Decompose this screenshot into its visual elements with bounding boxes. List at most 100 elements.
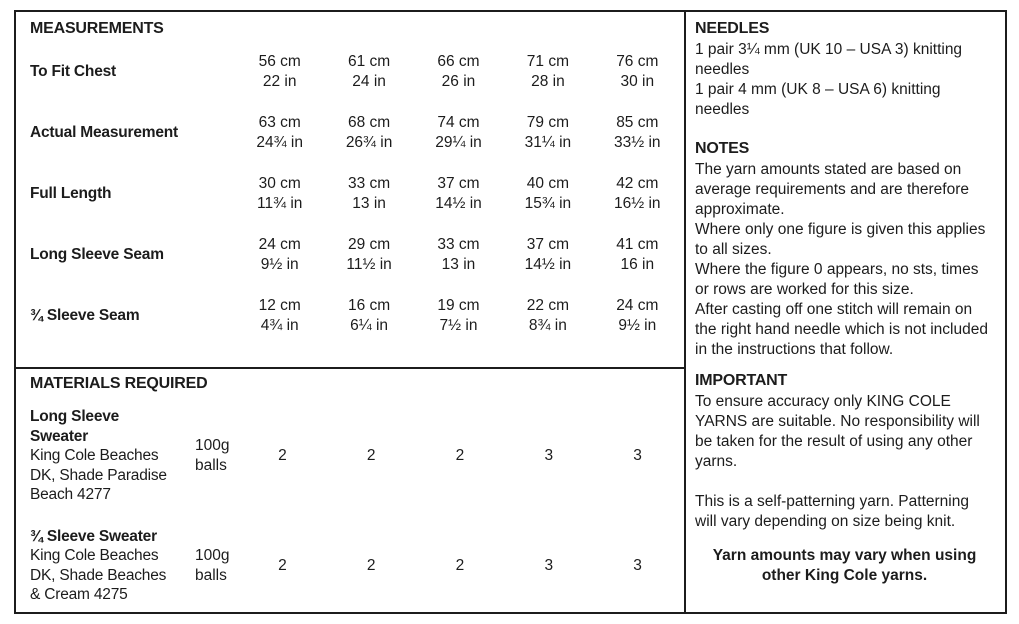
size-value: 33 cm 13 in <box>324 174 413 214</box>
row-label: Full Length <box>30 185 112 202</box>
value-in: 15¾ in <box>524 195 572 212</box>
size-value: 24 cm 9½ in <box>235 235 324 275</box>
value-in: 13 in <box>352 195 386 212</box>
value-cm: 12 cm <box>258 297 301 314</box>
notes-section: The yarn amounts stated are based on ave… <box>695 160 994 360</box>
material-name-desc: King Cole Beaches DK, Shade Beaches & Cr… <box>30 547 167 603</box>
needles-section: 1 pair 3¼ mm (UK 10 – USA 3) knitting ne… <box>695 40 994 120</box>
value-cm: 63 cm <box>258 114 301 131</box>
value-in: 29¼ in <box>435 134 482 151</box>
size-value: 37 cm 14½ in <box>503 235 592 275</box>
value-cm: 41 cm <box>616 236 659 253</box>
needle-spec: 1 pair 4 mm (UK 8 – USA 6) knitting need… <box>695 81 941 118</box>
materials-section: MATERIALS REQUIRED Long Sleeve Sweater K… <box>16 369 684 612</box>
material-quantity: 2 <box>278 446 287 464</box>
value-cm: 42 cm <box>616 175 659 192</box>
size-value: 41 cm 16 in <box>593 235 682 275</box>
value-in: 26¾ in <box>345 134 393 151</box>
needle-spec: 1 pair 3¼ mm (UK 10 – USA 3) knitting ne… <box>695 41 963 78</box>
value-in: 11½ in <box>346 256 392 273</box>
value-in: 24 in <box>352 73 386 90</box>
value-cm: 74 cm <box>437 114 480 131</box>
size-value: 29 cm 11½ in <box>324 235 413 275</box>
value-cm: 30 cm <box>258 175 301 192</box>
material-row-long-sleeve-sweater: Long Sleeve Sweater King Cole Beaches DK… <box>30 407 682 505</box>
value-cm: 71 cm <box>526 53 569 70</box>
material-quantity: 3 <box>544 556 554 574</box>
size-value: 76 cm 30 in <box>593 52 682 92</box>
value-in: 7½ in <box>439 317 478 334</box>
value-cm: 37 cm <box>526 236 569 253</box>
materials-title: MATERIALS REQUIRED <box>30 375 208 392</box>
notes-title: NOTES <box>695 140 750 157</box>
value-in: 28 in <box>531 73 565 90</box>
material-name: Long Sleeve Sweater King Cole Beaches DK… <box>30 407 182 505</box>
value-in: 33½ in <box>614 134 661 151</box>
size-value: 66 cm 26 in <box>414 52 503 92</box>
size-value: 22 cm 8¾ in <box>503 296 592 336</box>
value-in: 11¾ in <box>257 195 303 212</box>
size-value: 40 cm 15¾ in <box>503 174 592 214</box>
note-paragraph: The yarn amounts stated are based on ave… <box>695 161 969 218</box>
note-paragraph: After casting off one stitch will remain… <box>695 301 988 358</box>
material-name-title: Long Sleeve Sweater <box>30 408 120 445</box>
material-name-title: ¾ Sleeve Sweater <box>30 527 157 545</box>
size-value: 63 cm 24¾ in <box>235 113 324 153</box>
value-in: 22 in <box>262 73 297 90</box>
material-unit: 100g balls <box>195 437 230 474</box>
material-quantity: 3 <box>544 446 554 464</box>
value-cm: 33 cm <box>437 236 480 253</box>
size-value: 56 cm 22 in <box>235 52 324 92</box>
yarn-warning: Yarn amounts may vary when using other K… <box>712 547 977 584</box>
size-value: 85 cm 33½ in <box>593 113 682 153</box>
value-cm: 16 cm <box>347 297 391 314</box>
size-value: 12 cm 4¾ in <box>235 296 324 336</box>
size-value: 33 cm 13 in <box>414 235 503 275</box>
material-quantity: 2 <box>455 556 465 574</box>
value-in: 8¾ in <box>528 317 567 334</box>
size-value: 24 cm 9½ in <box>593 296 682 336</box>
material-unit: 100g balls <box>195 547 230 584</box>
size-value: 61 cm 24 in <box>324 52 413 92</box>
value-cm: 37 cm <box>437 175 480 192</box>
value-in: 16½ in <box>614 195 661 212</box>
value-in: 9½ in <box>618 317 657 334</box>
value-cm: 68 cm <box>347 114 391 131</box>
material-name-desc: King Cole Beaches DK, Shade Paradise Bea… <box>30 447 167 503</box>
row-label: Actual Measurement <box>30 124 179 141</box>
value-in: 26 in <box>441 73 476 90</box>
value-in: 9½ in <box>260 256 299 273</box>
value-in: 6¼ in <box>350 317 389 334</box>
row-label: To Fit Chest <box>30 63 116 80</box>
value-cm: 29 cm <box>347 236 391 253</box>
left-panel: MEASUREMENTS To Fit Chest 56 cm 22 in 61 … <box>16 12 686 612</box>
needles-title: NEEDLES <box>695 20 770 37</box>
size-value: 19 cm 7½ in <box>414 296 503 336</box>
size-value: 16 cm 6¼ in <box>324 296 413 336</box>
material-quantity: 3 <box>633 446 642 464</box>
value-cm: 22 cm <box>526 297 569 314</box>
value-cm: 79 cm <box>526 114 569 131</box>
value-cm: 24 cm <box>258 236 301 253</box>
material-quantity: 2 <box>366 446 376 464</box>
value-cm: 33 cm <box>347 175 391 192</box>
measurements-section: MEASUREMENTS To Fit Chest 56 cm 22 in 61 … <box>16 12 684 369</box>
size-value: 74 cm 29¼ in <box>414 113 503 153</box>
note-paragraph: Where the figure 0 appears, no sts, time… <box>695 261 979 298</box>
important-paragraph: To ensure accuracy only KING COLE YARNS … <box>695 393 980 470</box>
value-cm: 66 cm <box>437 53 480 70</box>
note-paragraph: Where only one figure is given this appl… <box>695 221 986 258</box>
material-quantity: 2 <box>366 556 376 574</box>
value-in: 24¾ in <box>256 134 303 151</box>
size-value: 68 cm 26¾ in <box>324 113 413 153</box>
value-in: 14½ in <box>524 256 572 273</box>
size-value: 37 cm 14½ in <box>414 174 503 214</box>
measurement-row-full-length: Full Length 30 cm 11¾ in 33 cm 13 in 37 cm… <box>30 174 682 214</box>
value-cm: 24 cm <box>616 297 659 314</box>
measurement-row-long-sleeve-seam: Long Sleeve Seam 24 cm 9½ in 29 cm 11½ in … <box>30 235 682 275</box>
value-cm: 61 cm <box>347 53 391 70</box>
material-quantity: 2 <box>278 556 287 574</box>
important-section: To ensure accuracy only KING COLE YARNS … <box>695 392 994 586</box>
material-row-three-quarter-sleeve-sweater: ¾ Sleeve Sweater King Cole Beaches DK, S… <box>30 527 682 605</box>
measurements-title: MEASUREMENTS <box>30 20 164 37</box>
